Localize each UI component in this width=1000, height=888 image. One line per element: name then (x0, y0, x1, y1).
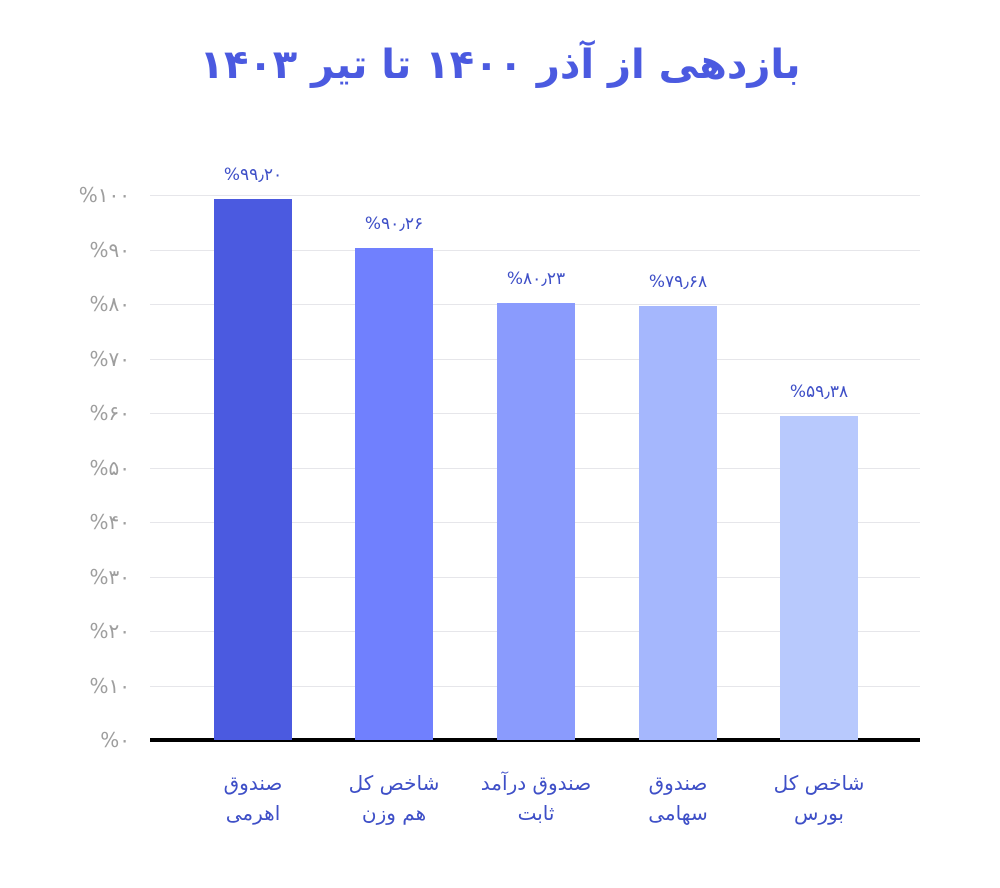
category-line-2: بورس (794, 801, 844, 825)
bar-value-label: %۹۹٫۲۰ (223, 165, 283, 185)
category-line-2: اهرمی (225, 801, 281, 825)
y-tick-label: %۱۰۰ (78, 183, 130, 207)
y-tick-label: %۴۰ (89, 510, 131, 534)
bar (214, 199, 292, 740)
x-axis-line (150, 738, 920, 742)
y-tick-label: %۲۰ (89, 619, 131, 643)
x-category-label: صندوق اهرمی (178, 768, 328, 828)
y-tick-label: %۳۰ (89, 565, 131, 589)
x-category-label: شاخص کل بورس (744, 768, 894, 828)
gridline (150, 195, 920, 196)
bar-value-label: %۷۹٫۶۸ (648, 272, 708, 292)
bar-value-label: %۸۰٫۲۳ (506, 269, 566, 289)
x-category-label: صندوق سهامی (603, 768, 753, 828)
bar (497, 303, 575, 740)
x-category-label: صندوق درآمد ثابت (461, 768, 611, 828)
category-line-1: صندوق درآمد (480, 771, 592, 795)
y-tick-label: %۶۰ (89, 401, 131, 425)
category-line-2: ثابت (517, 801, 555, 825)
category-line-2: سهامی (648, 801, 708, 825)
y-tick-label: %۸۰ (89, 292, 131, 316)
category-line-2: هم وزن (361, 801, 427, 825)
x-category-label: شاخص کل هم وزن (319, 768, 469, 828)
bar-value-label: %۵۹٫۳۸ (789, 382, 849, 402)
bar (355, 248, 433, 740)
y-tick-label: %۵۰ (89, 456, 131, 480)
category-line-1: صندوق (223, 771, 283, 795)
bar (780, 416, 858, 740)
chart-title: بازدهی از آذر ۱۴۰۰ تا تیر ۱۴۰۳ (199, 42, 801, 88)
bar (639, 306, 717, 740)
bar-value-label: %۹۰٫۲۶ (364, 214, 424, 234)
y-tick-label: %۷۰ (89, 347, 131, 371)
y-tick-label: %۰ (100, 728, 130, 752)
category-line-1: شاخص کل (348, 771, 440, 795)
gridline (150, 250, 920, 251)
category-line-1: شاخص کل (773, 771, 865, 795)
y-tick-label: %۹۰ (89, 238, 131, 262)
y-tick-label: %۱۰ (89, 674, 131, 698)
category-line-1: صندوق (648, 771, 708, 795)
